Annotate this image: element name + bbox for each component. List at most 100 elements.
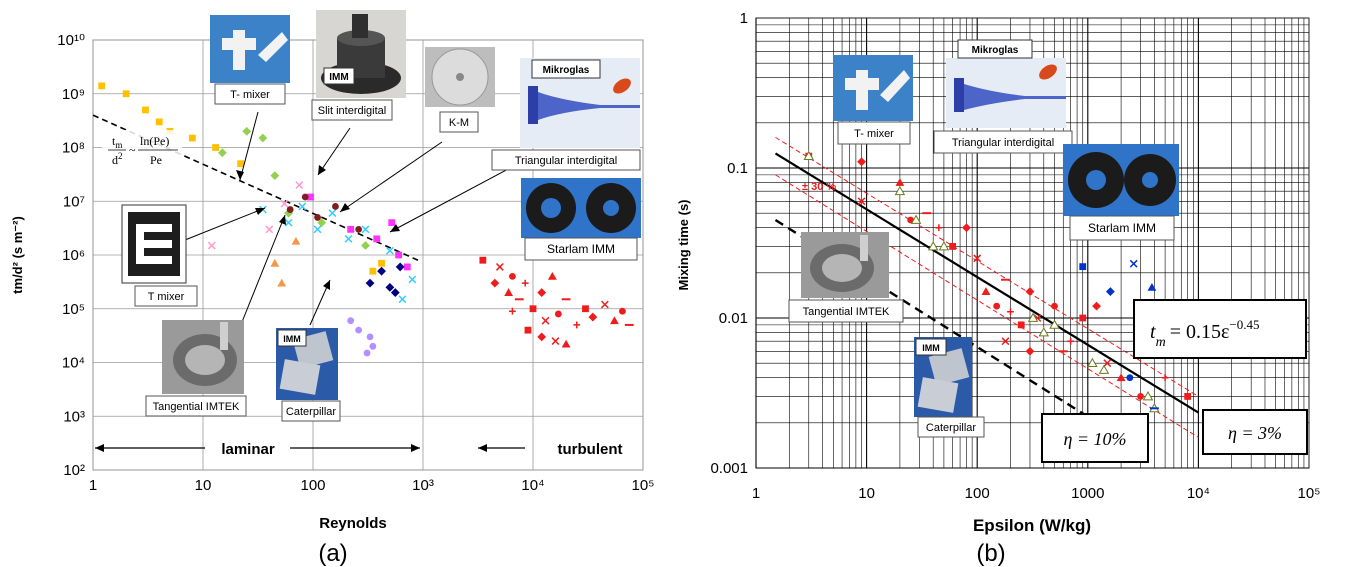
y-axis-title-b: Mixing time (s) (676, 199, 691, 290)
data-point-a (537, 332, 547, 342)
data-point-a (529, 305, 537, 313)
chart-b: 1 10 100 1000 10⁴ 10⁵ 0.001 0.01 0.1 1 ± 30 % T- … (676, 10, 1320, 567)
data-point-a (509, 272, 516, 280)
eta-10-box (1041, 413, 1149, 463)
svg-text:tm: tm (112, 134, 122, 150)
starlam-image-a (521, 178, 641, 238)
data-point-a (361, 241, 370, 250)
x-axis-title-a: Reynolds (319, 515, 387, 532)
slit-interdigital-label-box (311, 99, 393, 121)
tangential-imtek-label-box-b (788, 299, 904, 323)
regime-arrows (95, 438, 525, 458)
data-point-a (363, 349, 371, 357)
y-tick-label-a: 10⁹ (62, 86, 85, 103)
band-line (775, 136, 1199, 397)
equation: tm = 0.15ε−0.45 (1150, 317, 1259, 350)
equation-box (1133, 299, 1307, 359)
t-mixer-label-box-b (837, 121, 911, 145)
data-point-b (910, 214, 922, 224)
mikroglas-tag-a (531, 59, 601, 79)
data-point-a (307, 193, 314, 201)
x-tick-label-a: 100 (300, 477, 325, 494)
data-point-b (1025, 287, 1035, 296)
t-mixer-image-a (210, 15, 290, 83)
callout-arrowheads-a (236, 165, 400, 290)
data-point-b (857, 197, 866, 206)
data-point-b (1137, 393, 1144, 400)
triangular-interdigital-label-b: Triangular interdigital (952, 137, 1054, 149)
data-point-b (981, 287, 991, 295)
data-point-a (395, 262, 405, 272)
svg-text:d2: d2 (112, 151, 123, 167)
imm-tag-a2 (277, 329, 307, 347)
data-point-b (1025, 346, 1035, 356)
x-tick-label-b: 10 (858, 485, 875, 502)
k-m-label: K-M (449, 117, 469, 129)
mikroglas-tag-a-text: Mikroglas (543, 65, 590, 76)
fit-line-solid (774, 152, 1199, 414)
data-point-a (504, 288, 513, 296)
data-point-a (537, 288, 547, 297)
data-point-a (284, 218, 293, 227)
data-point-a (373, 235, 381, 243)
data-point-a (361, 225, 370, 234)
data-point-a (328, 209, 337, 218)
data-point-b (973, 254, 982, 263)
data-point-b (949, 243, 957, 250)
data-point-a (366, 333, 374, 341)
data-point-b (1038, 327, 1050, 337)
data-point-a (301, 193, 309, 201)
tangential-imtek-image-a (162, 320, 244, 394)
data-point-b (962, 223, 971, 233)
data-point-a (270, 171, 280, 181)
data-point-a (495, 262, 504, 271)
eta-3-box (1202, 409, 1308, 455)
data-point-a (277, 278, 287, 287)
y-tick-label-b: 1 (740, 10, 748, 27)
data-point-b (927, 241, 939, 251)
mikroglas-tag-b (957, 39, 1033, 59)
data-point-a (237, 160, 245, 168)
triangular-interdigital-label-box-a (491, 149, 641, 171)
data-point-b (1092, 301, 1101, 311)
data-point-a (188, 134, 196, 142)
imm-tag-a1 (323, 67, 355, 85)
data-point-a (490, 278, 500, 288)
data-point-b (1079, 314, 1087, 322)
y-tick-label-a: 10⁵ (62, 301, 85, 318)
y-tick-label-a: 10¹⁰ (57, 32, 85, 49)
band-line (775, 174, 1199, 438)
data-point-a (313, 225, 322, 234)
data-point-a (347, 317, 355, 325)
data-point-a (347, 225, 355, 233)
data-point-a (369, 342, 377, 350)
panel-label-a: (a) (318, 540, 347, 567)
y-tick-label-b: 0.01 (719, 310, 748, 327)
data-point-b (1067, 337, 1075, 345)
data-point-a (395, 251, 402, 259)
data-point-b (1147, 282, 1157, 291)
eta-10-label: η = 10% (1063, 429, 1126, 449)
data-point-b (1007, 308, 1014, 316)
data-point-a (98, 82, 106, 90)
data-point-a (122, 90, 130, 98)
data-point-a (619, 307, 626, 315)
data-point-b (1105, 287, 1115, 296)
data-points-a (98, 82, 634, 357)
svg-text:~: ~ (129, 143, 136, 157)
y-tick-label-a: 10⁶ (62, 247, 85, 264)
t-mixer-symbol-label: T mixer (148, 291, 185, 303)
data-point-a (582, 305, 589, 313)
data-point-a (298, 202, 307, 211)
data-point-b (857, 157, 866, 167)
x-tick-label-b: 10⁵ (1298, 485, 1321, 502)
tangential-imtek-image-b (801, 232, 889, 298)
y-tick-label-a: 10² (63, 462, 85, 479)
y-axis-title-a: tm/d² (s m⁻²) (10, 216, 25, 294)
data-point-a (317, 218, 327, 228)
data-point-a (286, 206, 294, 213)
caterpillar-label-box-b (917, 416, 985, 438)
x-tick-label-b: 10⁴ (1187, 485, 1210, 502)
data-point-a (385, 246, 394, 255)
